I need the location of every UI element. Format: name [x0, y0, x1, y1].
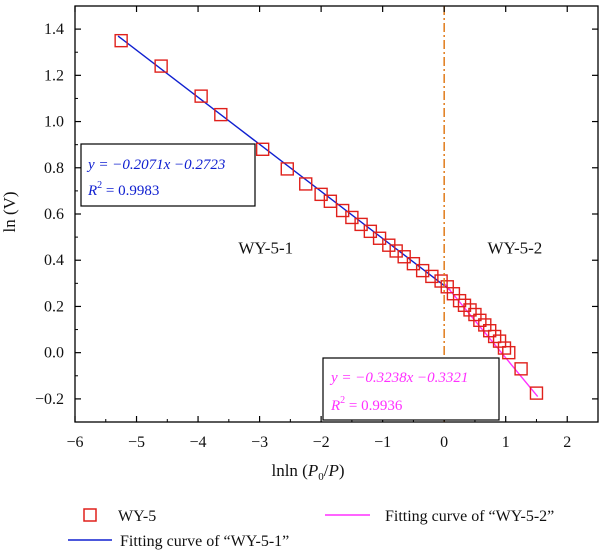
- data-point: [425, 269, 439, 284]
- fit-equation-box-2: y = −0.3238x −0.3321 R2 = 0.9936: [322, 357, 500, 421]
- fit-lines: [117, 35, 539, 398]
- data-point: [323, 194, 338, 208]
- data-point: [372, 231, 387, 245]
- data-point: [354, 217, 368, 232]
- data-point: [114, 33, 128, 48]
- data-point: [487, 329, 502, 344]
- data-markers: [114, 33, 544, 400]
- y-tick-label: 0.4: [44, 252, 64, 269]
- x-tick-label: −5: [128, 434, 145, 451]
- data-point: [363, 224, 378, 239]
- data-point: [492, 334, 507, 348]
- y-tick-label: 0.0: [44, 345, 64, 362]
- data-point: [280, 162, 294, 176]
- fit-r2-2: R2 = 0.9936: [330, 395, 403, 414]
- y-tick-label: 1.2: [44, 67, 64, 84]
- y-tick-label: 1.0: [44, 114, 64, 131]
- x-tick-label: −2: [313, 434, 330, 451]
- fit-r2-1: R2 = 0.9983: [87, 180, 159, 199]
- region-label-wy-5-2: WY-5-2: [488, 238, 543, 257]
- data-point: [514, 362, 528, 376]
- x-tick-label: 1: [502, 434, 510, 451]
- y-axis-title: ln (V): [0, 191, 19, 232]
- data-point: [314, 187, 328, 202]
- x-tick-label: 0: [440, 434, 448, 451]
- legend-label-fit-1: Fitting curve of “WY-5-1”: [120, 533, 289, 550]
- region-label-wy-5-1: WY-5-1: [238, 238, 293, 257]
- data-point: [299, 177, 313, 191]
- data-point: [345, 210, 359, 225]
- legend-label-wy-5: WY-5: [118, 508, 156, 525]
- legend-marker-square: [83, 508, 97, 522]
- x-tick-label: −4: [190, 434, 207, 451]
- data-point: [335, 203, 350, 218]
- x-tick-label: −6: [66, 434, 83, 451]
- legend-item-fit-1: Fitting curve of “WY-5-1”: [68, 533, 289, 550]
- data-point: [529, 386, 544, 400]
- data-point: [255, 142, 270, 156]
- data-point: [463, 303, 477, 317]
- y-tick-label: −0.2: [35, 391, 64, 408]
- data-point: [502, 345, 516, 360]
- fit-equation-1: y = −0.2071x −0.2723: [86, 157, 225, 173]
- y-tick-label: 0.8: [44, 160, 64, 177]
- x-tick-label: −1: [374, 434, 391, 451]
- fit-equation-box-1: y = −0.2071x −0.2723 R2 = 0.9983: [80, 143, 256, 207]
- ticks: −6 −5 −4 −3 −2 −1 0 1 2 −0.2 0.0 0.2 0.4 0.6 0.8 1.0 1.2…: [35, 5, 598, 451]
- y-tick-label: 1.4: [44, 21, 64, 38]
- data-point: [406, 256, 421, 271]
- data-point: [473, 313, 487, 328]
- data-point: [497, 341, 512, 355]
- x-tick-label: −3: [251, 434, 268, 451]
- fit-line-wy-5-2: [443, 282, 539, 398]
- legend-item-wy-5: WY-5: [83, 508, 156, 525]
- data-point: [154, 59, 168, 73]
- y-tick-label: 0.6: [44, 206, 64, 223]
- legend-item-fit-2: Fitting curve of “WY-5-2”: [325, 508, 554, 525]
- x-axis-title: lnln (P0/P): [271, 461, 344, 483]
- x-tick-label: 2: [563, 434, 571, 451]
- data-point: [452, 293, 467, 308]
- legend: WY-5 Fitting curve of “WY-5-2” Fitting c…: [68, 508, 554, 550]
- data-point: [214, 107, 228, 122]
- legend-label-fit-2: Fitting curve of “WY-5-2”: [385, 508, 554, 525]
- y-tick-label: 0.2: [44, 298, 64, 315]
- data-point: [397, 250, 411, 264]
- data-point: [194, 89, 208, 103]
- fit-equation-2: y = −0.3238x −0.3321: [329, 370, 468, 386]
